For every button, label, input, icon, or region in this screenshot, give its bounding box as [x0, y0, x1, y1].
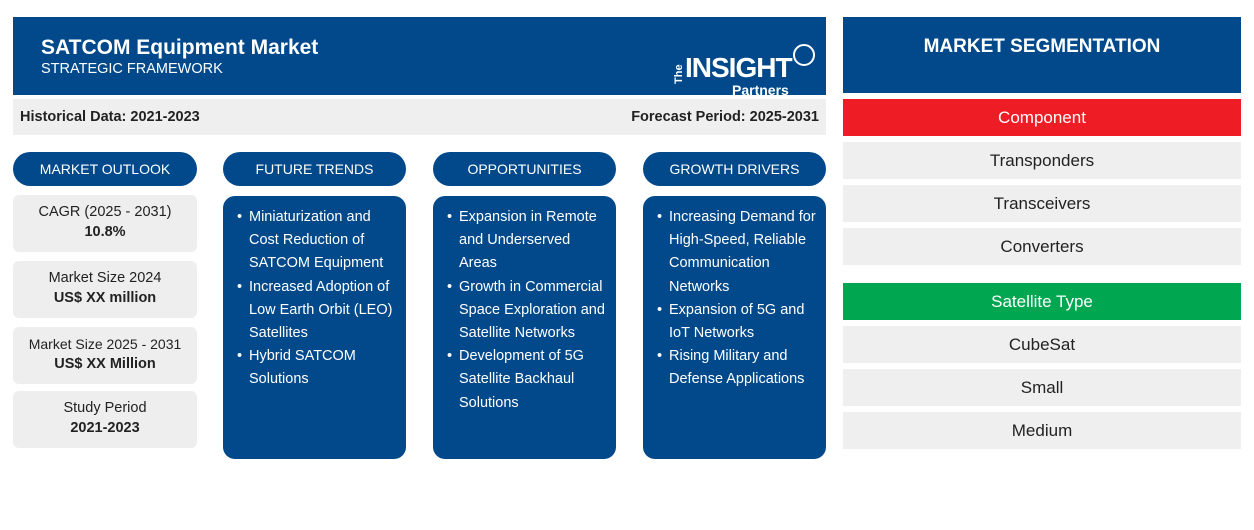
list-item: Hybrid SATCOM Solutions — [237, 345, 398, 391]
logo-partners: Partners — [732, 82, 789, 98]
growth-drivers-heading: GROWTH DRIVERS — [643, 152, 826, 186]
outlook-box-cagr: CAGR (2025 - 2031) 10.8% — [13, 195, 197, 252]
list-item: Growth in Commercial Space Exploration a… — [447, 276, 608, 346]
segment-category-component: Component — [843, 99, 1241, 136]
segment-item: Small — [843, 369, 1241, 406]
outlook-box-study-period: Study Period 2021-2023 — [13, 391, 197, 448]
outlook-label: Study Period — [63, 400, 147, 416]
segment-item: Converters — [843, 228, 1241, 265]
growth-drivers-box: Increasing Demand for High-Speed, Reliab… — [643, 196, 826, 459]
list-item: Rising Military and Defense Applications — [657, 345, 818, 391]
outlook-label: CAGR (2025 - 2031) — [38, 204, 172, 220]
period-bar: Historical Data: 2021-2023 Forecast Peri… — [13, 99, 826, 135]
outlook-label: Market Size 2025 - 2031 — [28, 336, 182, 352]
outlook-box-size-2024: Market Size 2024 US$ XX million — [13, 261, 197, 318]
segment-item: CubeSat — [843, 326, 1241, 363]
outlook-value: 10.8% — [84, 224, 126, 240]
list-item: Increasing Demand for High-Speed, Reliab… — [657, 206, 818, 299]
outlook-label: Market Size 2024 — [48, 270, 162, 286]
logo-the: The — [673, 64, 685, 84]
logo-ring-icon — [793, 44, 815, 66]
list-item: Miniaturization and Cost Reduction of SA… — [237, 206, 398, 276]
outlook-box-size-forecast: Market Size 2025 - 2031 US$ XX Million — [13, 327, 197, 384]
page-subtitle: STRATEGIC FRAMEWORK — [41, 61, 223, 77]
header-banner: SATCOM Equipment Market STRATEGIC FRAMEW… — [13, 17, 826, 98]
historical-data: Historical Data: 2021-2023 — [20, 109, 200, 125]
segment-item: Transponders — [843, 142, 1241, 179]
outlook-value: US$ XX Million — [54, 356, 156, 372]
segment-category-satellite-type: Satellite Type — [843, 283, 1241, 320]
market-segmentation-heading: MARKET SEGMENTATION — [843, 17, 1241, 93]
list-item: Increased Adoption of Low Earth Orbit (L… — [237, 276, 398, 346]
market-outlook-heading: MARKET OUTLOOK — [13, 152, 197, 186]
forecast-period: Forecast Period: 2025-2031 — [631, 109, 819, 125]
outlook-value: 2021-2023 — [70, 420, 140, 436]
logo-graphic: The INSIGHT Partners — [673, 44, 815, 98]
outlook-value: US$ XX million — [53, 290, 157, 306]
opportunities-box: Expansion in Remote and Underserved Area… — [433, 196, 616, 459]
page-title: SATCOM Equipment Market — [41, 36, 319, 59]
segment-item: Transceivers — [843, 185, 1241, 222]
list-item: Expansion of 5G and IoT Networks — [657, 299, 818, 345]
future-trends-box: Miniaturization and Cost Reduction of SA… — [223, 196, 406, 459]
future-trends-heading: FUTURE TRENDS — [223, 152, 406, 186]
insight-partners-logo: The INSIGHT Partners — [668, 39, 828, 101]
opportunities-heading: OPPORTUNITIES — [433, 152, 616, 186]
segment-item: Medium — [843, 412, 1241, 449]
list-item: Development of 5G Satellite Backhaul Sol… — [447, 345, 608, 415]
list-item: Expansion in Remote and Underserved Area… — [447, 206, 608, 276]
logo-insight: INSIGHT — [685, 52, 792, 83]
